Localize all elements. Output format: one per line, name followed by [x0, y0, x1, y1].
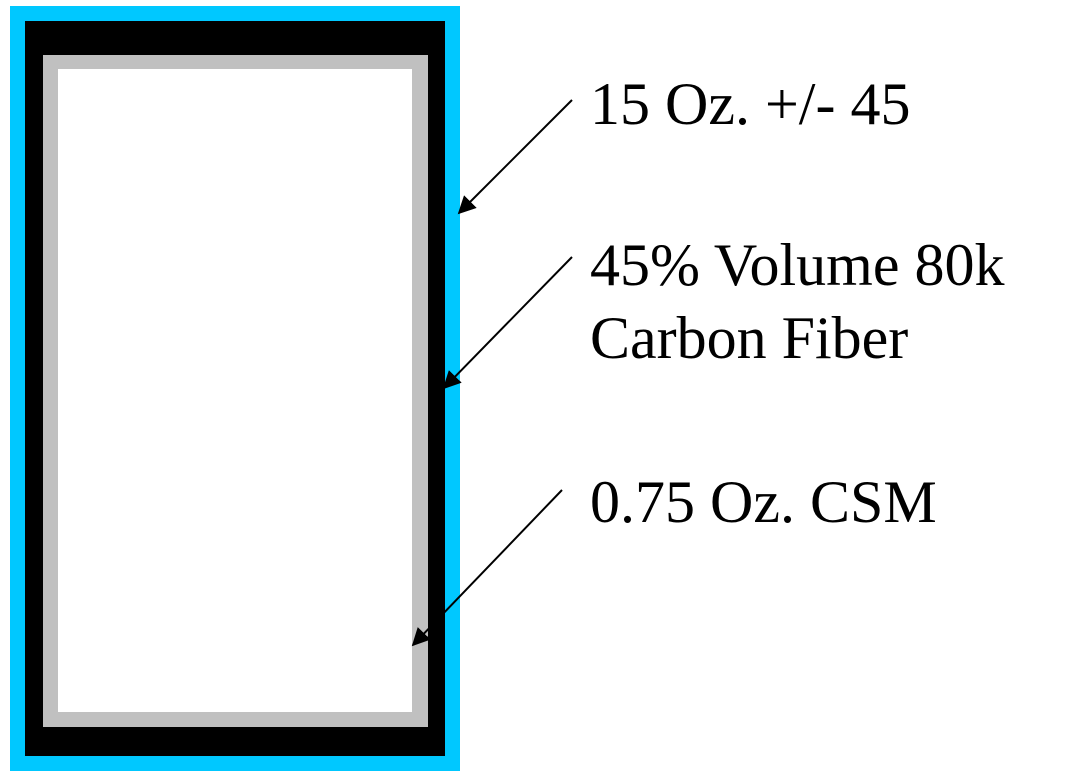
- layer-core: [58, 69, 412, 712]
- label-outer-layer: 15 Oz. +/- 45: [590, 71, 910, 137]
- arrow-middle-layer: [442, 256, 573, 390]
- label-inner-layer: 0.75 Oz. CSM: [590, 469, 937, 535]
- label-middle-layer-line-2: Carbon Fiber: [590, 305, 908, 371]
- arrow-inner-layer: [411, 489, 563, 647]
- label-middle-layer-line-1: 45% Volume 80k: [590, 232, 1004, 298]
- arrow-outer-layer: [457, 99, 573, 215]
